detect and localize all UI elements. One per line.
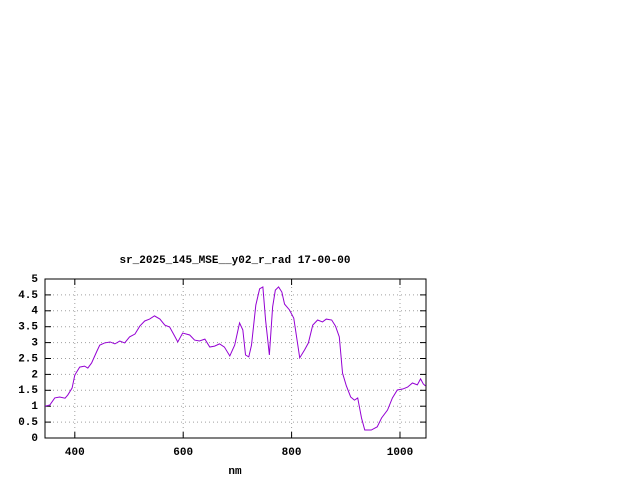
x-axis-label: nm: [228, 466, 242, 478]
y-tick-label: 1.5: [18, 385, 38, 397]
y-tick-label: 3.5: [18, 322, 38, 334]
y-tick-label: 4: [31, 306, 38, 318]
y-tick-label: 3: [31, 338, 38, 350]
x-tick-label: 400: [65, 447, 85, 459]
x-tick-label: 800: [282, 447, 302, 459]
x-tick-label: 1000: [387, 447, 413, 459]
plot-border: [44, 278, 427, 439]
data-line: [44, 286, 426, 431]
y-tick-label: 0.5: [18, 417, 38, 429]
x-tick-label: 600: [173, 447, 193, 459]
y-tick-label: 5: [31, 274, 38, 286]
y-tick-label: 0: [31, 433, 38, 445]
y-tick-label: 4.5: [18, 290, 38, 302]
y-tick-label: 2: [31, 369, 38, 381]
y-tick-label: 2.5: [18, 353, 38, 365]
y-tick-label: 1: [31, 401, 38, 413]
chart-title: sr_2025_145_MSE__y02_r_rad 17-00-00: [119, 255, 350, 267]
